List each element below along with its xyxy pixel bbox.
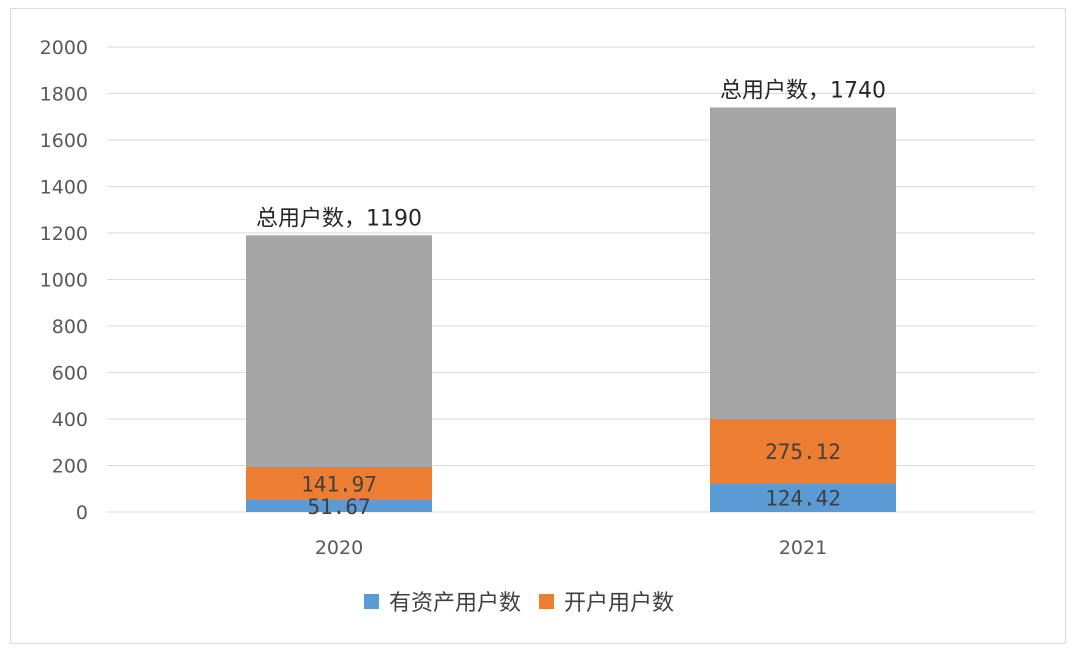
bar-segment-asset-users [246,499,432,512]
bar-segment-account-users [710,419,896,484]
legend-label: 有资产用户数 [389,591,521,616]
bar-segment-total [710,107,896,420]
data-label: 124.42 [765,487,841,511]
x-tick-label: 2020 [315,537,363,559]
data-label: 275.12 [765,440,841,464]
y-tick-label: 1800 [40,84,88,106]
y-tick-label: 0 [76,502,88,524]
total-label: 总用户数，1190 [256,206,422,231]
y-tick-label: 200 [52,456,88,478]
bar-segment-asset-users [710,483,896,512]
legend-swatch [364,594,379,609]
data-label: 51.67 [307,495,370,519]
x-tick-label: 2021 [779,537,827,559]
y-tick-label: 400 [52,409,88,431]
chart-frame [10,8,1066,644]
legend-swatch [539,594,555,609]
bar-segment-total [246,235,432,467]
y-tick-label: 1600 [40,130,88,152]
y-tick-label: 1400 [40,177,88,199]
y-tick-label: 600 [52,363,88,385]
y-tick-label: 2000 [40,37,88,59]
bar-segment-account-users [246,466,432,500]
y-tick-label: 1000 [40,270,88,292]
y-tick-label: 800 [52,316,88,338]
data-label: 141.97 [301,472,377,496]
legend-label: 开户用户数 [564,591,674,616]
y-tick-label: 1200 [40,223,88,245]
total-label: 总用户数，1740 [720,78,886,103]
